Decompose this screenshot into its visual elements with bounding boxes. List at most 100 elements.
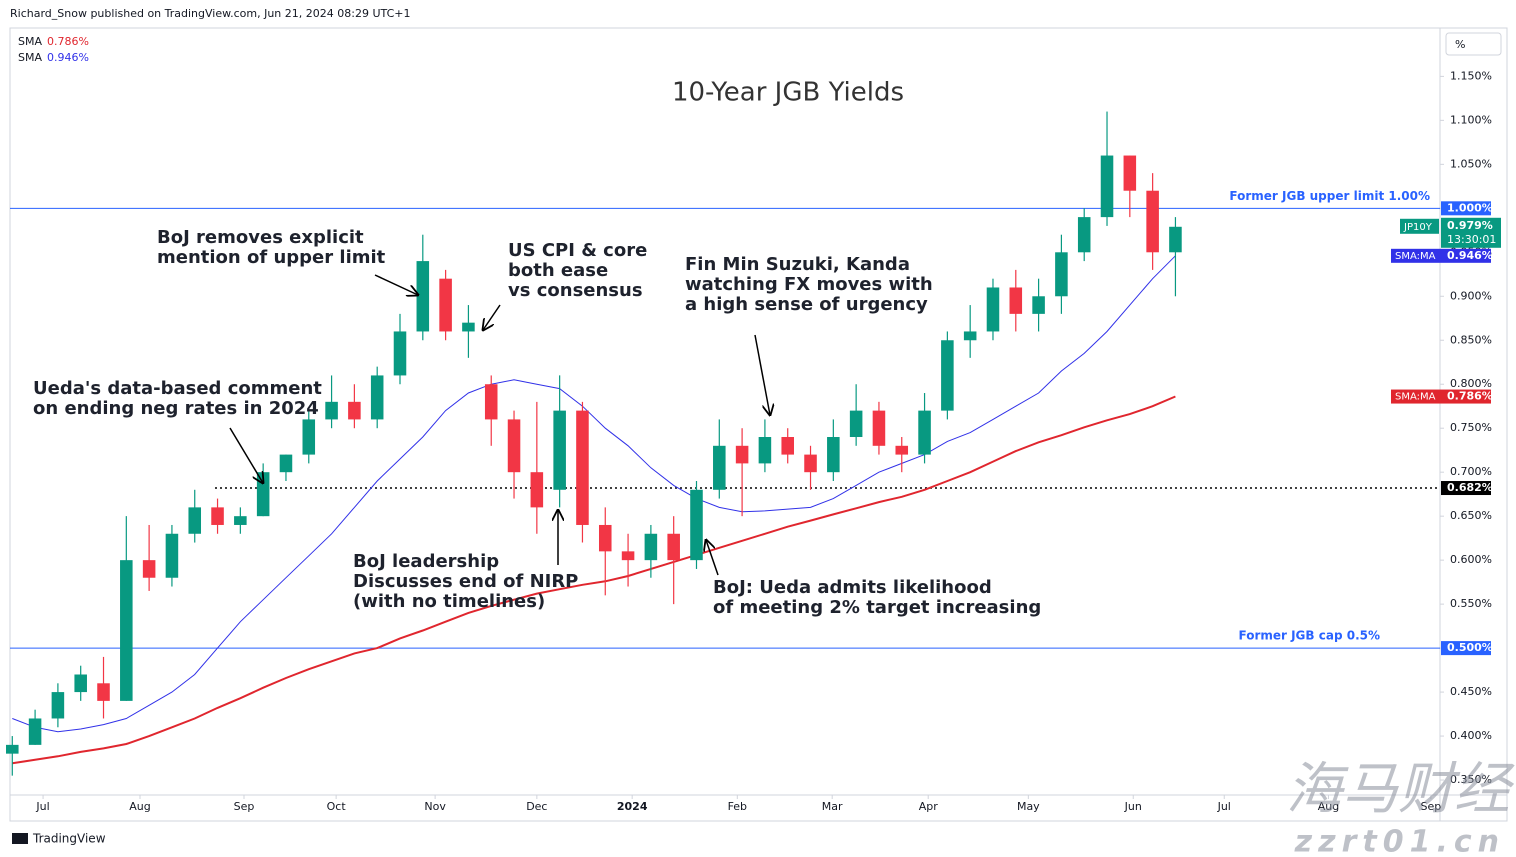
candle-body xyxy=(1146,190,1159,253)
x-tick-label: Sep xyxy=(1421,800,1442,813)
x-tick-label: Dec xyxy=(526,800,547,813)
watermark: 海马财经 xyxy=(1286,757,1515,822)
annotation-arrow xyxy=(229,427,263,483)
candle-body xyxy=(667,533,680,561)
y-tick-label: 1.050% xyxy=(1450,157,1492,170)
candle-body xyxy=(1055,252,1068,297)
annotation: of meeting 2% target increasing xyxy=(713,597,1041,618)
annotation-arrow xyxy=(483,304,501,330)
sma-value: 0.786% xyxy=(1447,390,1493,403)
y-tick-label: 0.700% xyxy=(1450,465,1492,478)
y-tick-label: 0.550% xyxy=(1450,597,1492,610)
annotation: US CPI & core xyxy=(508,240,647,261)
candle-body xyxy=(1169,226,1182,253)
level-tag xyxy=(1441,481,1491,496)
sma-line xyxy=(12,395,1176,765)
candle-body xyxy=(1032,296,1045,314)
sma-tag: SMA:MA xyxy=(1395,251,1436,262)
unit-label: % xyxy=(1455,38,1465,51)
candle-body xyxy=(256,472,270,517)
annotation: BoJ removes explicit xyxy=(157,227,364,248)
sma-tag: SMA:MA xyxy=(1395,392,1436,403)
x-tick-label: Oct xyxy=(327,800,347,813)
candle-body xyxy=(370,375,384,420)
candle-body xyxy=(986,287,1000,332)
symbol: JP10Y xyxy=(1403,222,1433,233)
level-note: Former JGB upper limit 1.00% xyxy=(1229,189,1430,203)
candle-body xyxy=(97,683,110,701)
candle-body xyxy=(188,507,202,534)
y-tick-label: 0.900% xyxy=(1450,289,1492,302)
x-tick-label: Nov xyxy=(424,800,446,813)
level-note: Former JGB cap 0.5% xyxy=(1238,629,1380,643)
level-tag xyxy=(1441,641,1491,656)
y-tick-label: 0.400% xyxy=(1450,729,1492,742)
sma-tag-box xyxy=(1391,248,1441,263)
sma-line xyxy=(12,255,1176,733)
candle-body xyxy=(1077,217,1091,253)
level-tag xyxy=(1441,201,1491,216)
sma-value-box xyxy=(1441,248,1491,263)
x-tick-label: Jun xyxy=(1124,800,1142,813)
candle-body xyxy=(51,692,65,719)
candle-body xyxy=(1009,287,1023,314)
header: Richard_Snow published on TradingView.co… xyxy=(10,7,410,20)
chart-title: 10-Year JGB Yields xyxy=(672,78,904,108)
candle-body xyxy=(872,410,886,446)
level-tag-label: 0.682% xyxy=(1447,481,1493,494)
candle-body xyxy=(1100,155,1114,218)
legend-value: 0.786% xyxy=(47,35,89,48)
candle-body xyxy=(1123,155,1137,191)
annotation: vs consensus xyxy=(508,280,643,301)
annotation: Fin Min Suzuki, Kanda xyxy=(685,254,910,275)
annotation: Discusses end of NIRP xyxy=(353,571,578,592)
sma-value-box xyxy=(1441,389,1491,404)
y-tick-label: 1.100% xyxy=(1450,113,1492,126)
candle-body xyxy=(279,454,293,473)
last-price-box xyxy=(1441,217,1501,248)
candle-body xyxy=(963,331,977,341)
candle-body xyxy=(827,437,840,473)
candle-body xyxy=(120,560,133,701)
annotation-arrow xyxy=(754,334,770,415)
y-tick-label: 0.750% xyxy=(1450,421,1492,434)
candle-body xyxy=(644,533,658,561)
y-tick-label: 0.850% xyxy=(1450,333,1492,346)
candle-body xyxy=(28,718,42,745)
x-tick-label: Aug xyxy=(1318,800,1339,813)
x-tick-label: Mar xyxy=(822,800,843,813)
y-tick-label: 0.450% xyxy=(1450,685,1492,698)
x-tick-label: Apr xyxy=(919,800,939,813)
x-tick-label: May xyxy=(1017,800,1040,813)
annotation: mention of upper limit xyxy=(157,247,386,268)
frame xyxy=(9,27,1508,822)
legend-value: 0.946% xyxy=(47,51,89,64)
candle-body xyxy=(598,524,612,552)
candle-body xyxy=(690,489,703,561)
candle-body xyxy=(804,454,817,473)
candle-body xyxy=(6,744,19,754)
y-tick-label: 0.350% xyxy=(1450,773,1492,786)
y-tick-label: 0.650% xyxy=(1450,509,1492,522)
candle-body xyxy=(348,401,361,420)
annotation: on ending neg rates in 2024 xyxy=(33,398,319,419)
level-tag-label: 0.500% xyxy=(1447,641,1493,654)
y-tick-label: 0.800% xyxy=(1450,377,1492,390)
unit-box xyxy=(1445,32,1502,56)
x-tick-label: Jul xyxy=(1217,800,1231,813)
candle-body xyxy=(918,410,931,455)
candle-body xyxy=(781,437,794,455)
legend-name: SMA xyxy=(18,35,42,48)
x-tick-label: 2024 xyxy=(617,800,648,813)
candle-body xyxy=(621,551,635,561)
candle-body xyxy=(416,261,430,332)
watermark: zzrt01.cn xyxy=(1294,825,1505,857)
candle-body xyxy=(507,419,521,473)
annotation: watching FX moves with xyxy=(685,274,933,295)
candle-body xyxy=(941,340,954,411)
annotation: BoJ leadership xyxy=(353,551,499,572)
annotation-arrow xyxy=(374,274,418,295)
sma-value: 0.946% xyxy=(1447,249,1493,262)
